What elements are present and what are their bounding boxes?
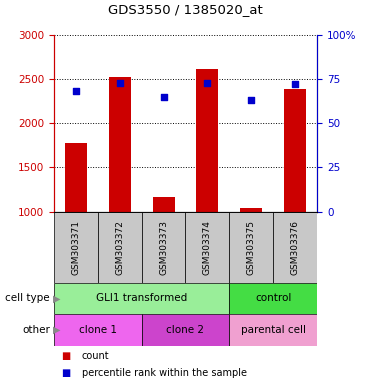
Bar bbox=[197, 70, 219, 212]
Bar bbox=[229, 283, 317, 314]
Text: ▶: ▶ bbox=[53, 325, 60, 335]
Text: GDS3550 / 1385020_at: GDS3550 / 1385020_at bbox=[108, 3, 263, 16]
Bar bbox=[54, 212, 98, 283]
Text: control: control bbox=[255, 293, 292, 303]
Bar bbox=[186, 212, 229, 283]
Text: count: count bbox=[82, 351, 109, 361]
Text: ▶: ▶ bbox=[53, 293, 60, 303]
Point bbox=[292, 81, 298, 88]
Text: GSM303375: GSM303375 bbox=[247, 220, 256, 275]
Text: GSM303374: GSM303374 bbox=[203, 220, 212, 275]
Bar bbox=[54, 283, 229, 314]
Bar bbox=[284, 89, 306, 212]
Bar bbox=[65, 143, 87, 212]
Bar bbox=[229, 314, 317, 346]
Bar bbox=[109, 77, 131, 212]
Bar bbox=[142, 212, 186, 283]
Text: ■: ■ bbox=[61, 351, 70, 361]
Point bbox=[73, 88, 79, 94]
Point bbox=[204, 79, 210, 86]
Bar bbox=[142, 314, 229, 346]
Bar bbox=[152, 197, 174, 212]
Point bbox=[161, 94, 167, 100]
Text: ■: ■ bbox=[61, 368, 70, 378]
Text: GSM303371: GSM303371 bbox=[71, 220, 80, 275]
Bar bbox=[98, 212, 142, 283]
Text: clone 2: clone 2 bbox=[167, 325, 204, 335]
Text: percentile rank within the sample: percentile rank within the sample bbox=[82, 368, 247, 378]
Text: GLI1 transformed: GLI1 transformed bbox=[96, 293, 187, 303]
Text: other: other bbox=[22, 325, 50, 335]
Point bbox=[249, 97, 255, 103]
Bar bbox=[240, 208, 262, 212]
Text: parental cell: parental cell bbox=[241, 325, 306, 335]
Text: clone 1: clone 1 bbox=[79, 325, 117, 335]
Text: GSM303373: GSM303373 bbox=[159, 220, 168, 275]
Text: GSM303372: GSM303372 bbox=[115, 220, 124, 275]
Bar bbox=[273, 212, 317, 283]
Text: cell type: cell type bbox=[6, 293, 50, 303]
Bar bbox=[54, 314, 142, 346]
Bar bbox=[229, 212, 273, 283]
Text: GSM303376: GSM303376 bbox=[291, 220, 300, 275]
Point bbox=[116, 79, 122, 86]
